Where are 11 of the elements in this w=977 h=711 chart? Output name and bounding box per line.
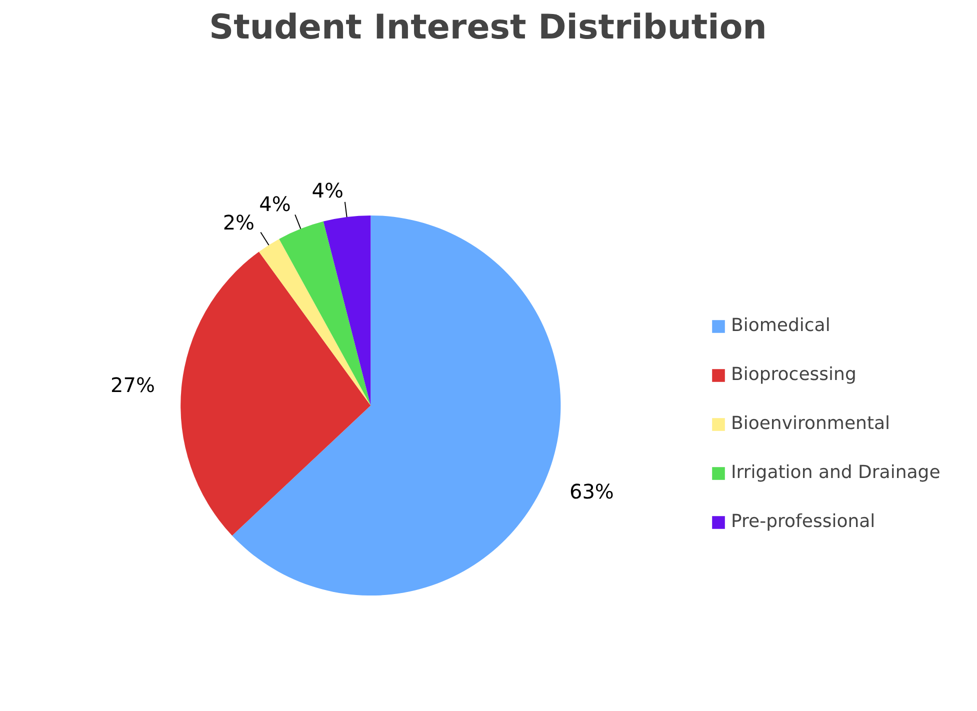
data-label: 27% [110,373,155,398]
legend-label: Pre-professional [731,511,876,532]
chart-title: Student Interest Distribution [209,8,767,48]
legend-label: Irrigation and Drainage [731,462,940,483]
legend-label: Biomedical [731,315,830,336]
legend-label: Bioenvironmental [731,413,890,434]
data-label: 4% [259,192,291,216]
legend-label: Bioprocessing [731,364,856,385]
data-label: 2% [222,210,255,235]
data-label: 63% [569,480,614,504]
data-label: 4% [312,178,344,203]
